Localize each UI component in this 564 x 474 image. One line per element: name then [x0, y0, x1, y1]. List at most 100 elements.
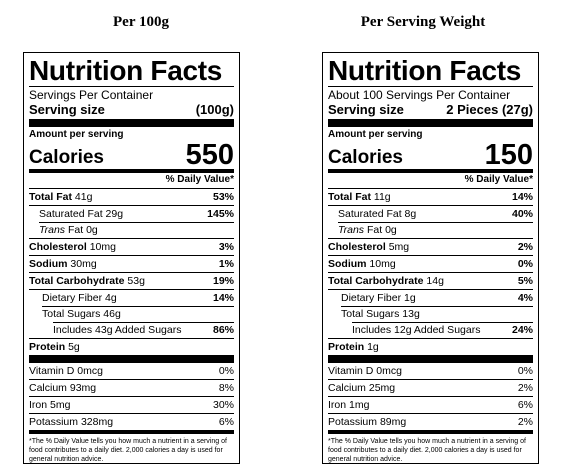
label-text-calcium-amount: 25mg: [368, 382, 396, 394]
medium-divider: [29, 169, 234, 173]
label-text-potassium-label: Potassium: [29, 416, 79, 428]
label-text-trans-fat-amount: 0g: [86, 224, 98, 236]
serving-size-value: (100g): [195, 102, 234, 117]
label-text-cholesterol-label: Cholesterol: [328, 241, 386, 253]
label-text-calcium-label: Calcium: [29, 382, 67, 394]
label-text-cholesterol-dv: 3%: [218, 241, 234, 253]
label-text-saturated-fat-amount: 29g: [105, 208, 124, 220]
label-text-dietary-fiber-label: Dietary Fiber: [42, 292, 103, 304]
label-text-total-carb-label: Total Carbohydrate: [29, 275, 125, 287]
label-text-saturated-fat-dv: 145%: [207, 208, 234, 220]
nutrient-row-protein: Protein 5g: [29, 338, 234, 355]
amount-per-serving: Amount per serving: [29, 129, 124, 140]
label-text-iron-amount: 5mg: [50, 399, 71, 411]
label-text-vitamin-d-dv: 0%: [517, 365, 533, 377]
label-text-dietary-fiber-amount: 4g: [105, 292, 117, 304]
serving-size-label: Serving size: [328, 102, 404, 117]
thick-divider: [29, 355, 234, 363]
nutrient-row-total-fat: Total Fat 41g 53%: [29, 188, 234, 205]
label-text-total-fat-label: Total Fat: [29, 191, 72, 203]
amount-per-serving: Amount per serving: [328, 129, 423, 140]
label-text-iron-label: Iron: [328, 399, 347, 411]
nutrient-row-total-sugars: Total Sugars 13g: [328, 306, 533, 322]
label-text-vitamin-d-amount: 0mcg: [77, 365, 103, 377]
label-text-trans-fat-label: Fat: [366, 224, 383, 236]
servings-per-container: Servings Per Container: [29, 88, 154, 102]
label-text-iron-amount: 1mg: [349, 399, 370, 411]
nutrient-row-added-sugars: Includes 43g Added Sugars 86%: [29, 322, 234, 338]
label-text-trans-fat-label-italic: Trans: [39, 224, 66, 236]
nutrient-row-total-sugars: Total Sugars 46g: [29, 306, 234, 322]
label-text-saturated-fat-amount: 8g: [404, 208, 417, 220]
label-text-potassium-label: Potassium: [328, 416, 378, 428]
label-text-trans-fat-amount: 0g: [385, 224, 397, 236]
divider: [29, 86, 234, 87]
label-text-total-fat-amount: 41g: [74, 191, 93, 203]
medium-divider: [29, 430, 234, 434]
nutrient-row-saturated-fat: Saturated Fat 29g 145%: [29, 205, 234, 222]
nutrient-row-added-sugars: Includes 12g Added Sugars 24%: [328, 322, 533, 338]
label-text-protein-amount: 5g: [68, 341, 80, 353]
daily-value-footnote: *The % Daily Value tells you how much a …: [328, 438, 526, 463]
label-text-total-fat-amount: 11g: [373, 191, 391, 203]
nutrient-row-sodium: Sodium 10mg 0%: [328, 255, 533, 272]
vitamin-row-iron: Iron 1mg 6%: [328, 396, 533, 413]
calories-row: Calories 550: [29, 141, 234, 170]
vitamin-row-calcium: Calcium 25mg 2%: [328, 379, 533, 396]
label-text-total-sugars-label: Total Sugars: [42, 308, 101, 320]
nutrient-row-total-carbohydrate: Total Carbohydrate 53g 19%: [29, 272, 234, 289]
label-text-vitamin-d-label: Vitamin D: [29, 365, 75, 377]
vitamin-row-iron: Iron 5mg 30%: [29, 396, 234, 413]
label-text-total-fat-dv: 53%: [212, 191, 234, 203]
column-heading-per-100g: Per 100g: [113, 14, 169, 30]
label-text-total-carb-amount: 14g: [426, 275, 444, 287]
label-text-protein-label: Protein: [29, 341, 66, 353]
daily-value-header: % Daily Value*: [165, 174, 234, 185]
nutrition-label-per-serving: Nutrition Facts About 100 Servings Per C…: [322, 52, 539, 464]
nutrient-row-total-fat: Total Fat 11g 14%: [328, 188, 533, 205]
vitamin-row-calcium: Calcium 93mg 8%: [29, 379, 234, 396]
label-text-vitamin-d-amount: 0mcg: [376, 365, 402, 377]
label-text-protein-amount: 1g: [367, 341, 379, 353]
label-text-trans-fat-label: Fat: [67, 224, 84, 236]
label-text-dietary-fiber-amount: 1g: [404, 292, 416, 304]
label-text-total-sugars-amount: 13g: [402, 308, 420, 320]
label-text-sodium-label: Sodium: [29, 258, 68, 270]
label-text-calcium-amount: 93mg: [69, 382, 97, 394]
label-text-added-sugars-prefix: Includes: [53, 324, 93, 336]
label-text-iron-dv: 30%: [212, 399, 234, 411]
serving-size-row: Serving size 2 Pieces (27g): [328, 102, 533, 117]
label-text-total-fat-label: Total Fat: [328, 191, 371, 203]
label-text-vitamin-d-label: Vitamin D: [328, 365, 374, 377]
label-text-iron-dv: 6%: [517, 399, 533, 411]
label-text-total-carb-amount: 53g: [127, 275, 145, 287]
label-text-potassium-dv: 2%: [517, 416, 533, 428]
medium-divider: [328, 169, 533, 173]
nutrient-row-trans-fat: Trans Fat 0g: [328, 222, 533, 238]
label-text-dietary-fiber-label: Dietary Fiber: [341, 292, 402, 304]
nutrient-row-protein: Protein 1g: [328, 338, 533, 355]
nutrient-row-total-carbohydrate: Total Carbohydrate 14g 5%: [328, 272, 533, 289]
label-text-sodium-dv: 1%: [218, 258, 234, 270]
label-text-total-carb-dv: 5%: [517, 275, 533, 287]
servings-per-container: About 100 Servings Per Container: [328, 88, 511, 102]
label-text-protein-label: Protein: [328, 341, 365, 353]
label-text-cholesterol-amount: 10mg: [89, 241, 116, 253]
label-text-total-sugars-amount: 46g: [103, 308, 121, 320]
daily-value-header: % Daily Value*: [464, 174, 533, 185]
label-text-calcium-label: Calcium: [328, 382, 366, 394]
calories-label: Calories: [29, 147, 104, 168]
label-text-potassium-amount: 89mg: [379, 416, 407, 428]
column-heading-per-serving: Per Serving Weight: [360, 14, 486, 30]
nutrient-row-dietary-fiber: Dietary Fiber 4g 14%: [29, 289, 234, 306]
label-text-total-carb-label: Total Carbohydrate: [328, 275, 424, 287]
nutrient-row-cholesterol: Cholesterol 10mg 3%: [29, 238, 234, 255]
label-text-iron-label: Iron: [29, 399, 48, 411]
nutrient-row-trans-fat: Trans Fat 0g: [29, 222, 234, 238]
label-text-cholesterol-amount: 5mg: [388, 241, 410, 253]
nutrition-label-per-100g: Nutrition Facts Servings Per Container S…: [23, 52, 240, 464]
calories-value: 150: [484, 139, 533, 171]
serving-size-label: Serving size: [29, 102, 105, 117]
nutrient-row-sodium: Sodium 30mg 1%: [29, 255, 234, 272]
label-text-saturated-fat-dv: 40%: [511, 208, 533, 220]
